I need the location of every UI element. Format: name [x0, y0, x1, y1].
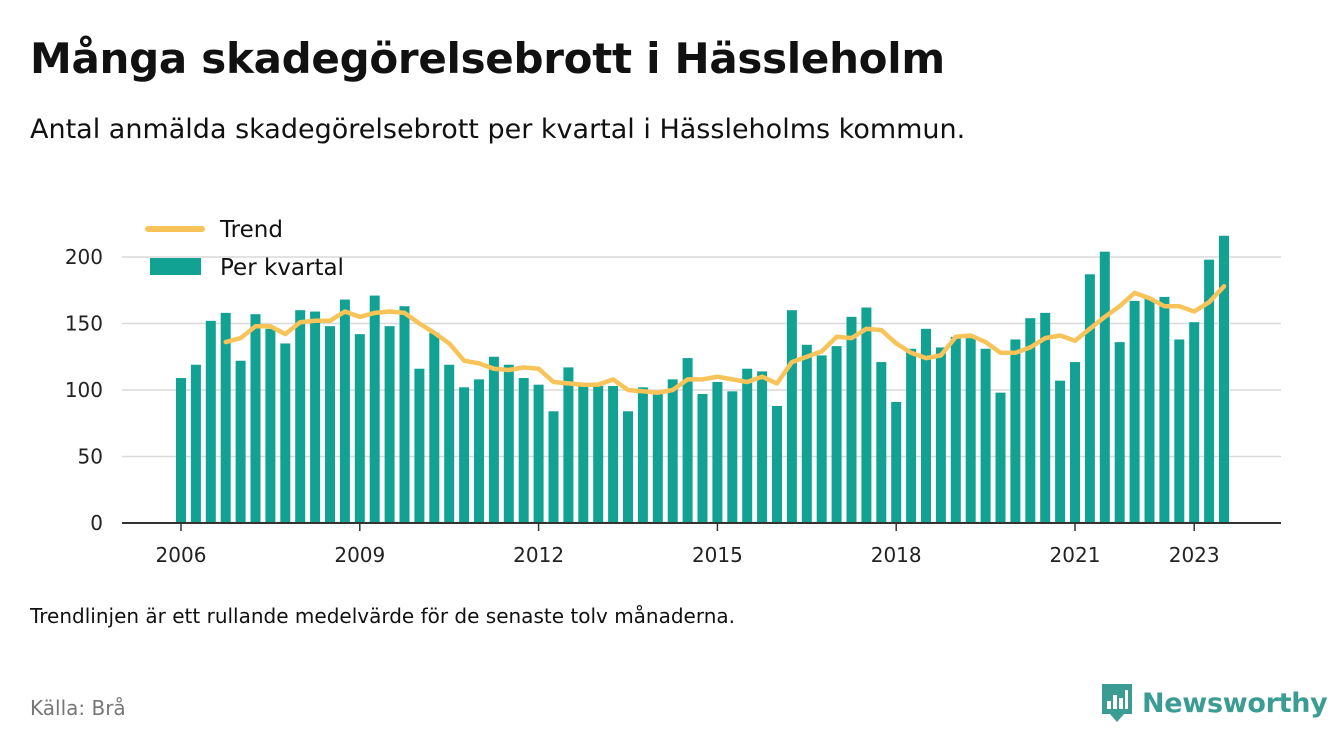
footnote: Trendlinjen är ett rullande medelvärde f… — [30, 604, 736, 628]
trend-series — [223, 284, 1227, 395]
bar — [1114, 342, 1125, 523]
bar — [906, 348, 917, 523]
bar — [593, 386, 604, 523]
bar — [235, 360, 246, 523]
bar — [503, 364, 514, 523]
x-tick-label: 2015 — [692, 543, 743, 567]
bar — [697, 393, 708, 523]
bar — [727, 391, 738, 523]
x-tick-label: 2018 — [871, 543, 922, 567]
bar — [965, 338, 976, 523]
bar — [384, 326, 395, 523]
bar — [533, 384, 544, 523]
bar — [399, 306, 410, 523]
y-tick-label: 50 — [78, 445, 103, 469]
bar — [369, 295, 380, 523]
bar — [295, 310, 306, 523]
bar — [1144, 298, 1155, 523]
bar — [1159, 296, 1170, 523]
bar — [563, 367, 574, 523]
x-tick-label: 2023 — [1169, 543, 1220, 567]
bar — [354, 334, 365, 523]
bar — [935, 347, 946, 523]
bar — [265, 328, 276, 523]
bar — [1010, 339, 1021, 523]
bar — [682, 358, 693, 523]
bar — [608, 386, 619, 523]
chart-area: 0 50 100 150 200 2006 2009 2012 2015 2018 2021 2023… — [65, 217, 1281, 567]
bar — [190, 364, 201, 523]
x-tick-label: 2006 — [156, 543, 207, 567]
bar — [861, 307, 872, 523]
bar — [667, 379, 678, 523]
bar — [459, 387, 470, 523]
chart-subtitle: Antal anmälda skadegörelsebrott per kvar… — [30, 114, 966, 145]
bar — [801, 344, 812, 523]
bar — [786, 310, 797, 523]
bar — [1204, 259, 1215, 523]
x-tick-label: 2009 — [334, 543, 385, 567]
bar — [846, 316, 857, 523]
bar — [310, 311, 321, 523]
bar — [578, 386, 589, 523]
bar — [816, 355, 827, 523]
bar — [1099, 251, 1110, 523]
bar — [1129, 300, 1140, 523]
legend-trend-label: Trend — [219, 217, 283, 243]
axes: 0 50 100 150 200 2006 2009 2012 2015 2018 2021 2023 — [65, 245, 1281, 567]
bar — [176, 378, 186, 523]
bar — [414, 368, 425, 523]
bar — [518, 378, 529, 523]
x-tick-label: 2012 — [513, 543, 564, 567]
legend-bar-swatch — [150, 258, 201, 275]
bar — [637, 387, 648, 523]
bar — [950, 336, 961, 523]
bar — [1040, 312, 1051, 523]
bar — [474, 379, 484, 523]
bar — [652, 393, 663, 523]
bar — [995, 392, 1006, 523]
bar — [712, 382, 723, 523]
bar — [548, 411, 559, 523]
bar — [891, 401, 902, 523]
bar — [220, 312, 231, 523]
bar — [1084, 274, 1095, 523]
y-tick-label: 200 — [65, 245, 103, 269]
bar — [831, 346, 842, 523]
y-tick-label: 150 — [65, 312, 103, 336]
legend: Trend Per kvartal — [145, 217, 344, 281]
bar — [742, 368, 753, 523]
bar — [1189, 322, 1200, 523]
brand: Newsworthy — [1100, 682, 1328, 724]
bar — [444, 364, 455, 523]
bar — [325, 326, 335, 523]
bar — [1070, 362, 1080, 523]
bar — [429, 332, 440, 523]
y-tick-label: 100 — [65, 378, 103, 402]
bar — [205, 320, 216, 523]
bar — [772, 405, 782, 523]
newsworthy-logo-icon — [1102, 684, 1132, 722]
bar — [921, 328, 931, 523]
brand-name: Newsworthy — [1142, 687, 1328, 719]
bar — [1219, 235, 1229, 523]
legend-bar-label: Per kvartal — [220, 255, 344, 281]
x-tick-label: 2021 — [1050, 543, 1101, 567]
bar — [1174, 339, 1185, 523]
bar — [339, 299, 350, 523]
chart-title: Många skadegörelsebrott i Hässleholm — [30, 34, 945, 83]
bar — [980, 348, 991, 523]
bar — [280, 343, 291, 523]
bar — [1025, 318, 1036, 523]
bar — [1055, 380, 1066, 523]
bar — [876, 362, 887, 523]
bar — [250, 314, 261, 523]
bar — [757, 371, 768, 523]
bar-series — [176, 235, 1229, 523]
bar — [488, 356, 499, 523]
trend-line — [223, 284, 1227, 395]
source-note: Källa: Brå — [30, 696, 126, 720]
bar — [623, 411, 633, 523]
y-tick-label: 0 — [90, 511, 103, 535]
